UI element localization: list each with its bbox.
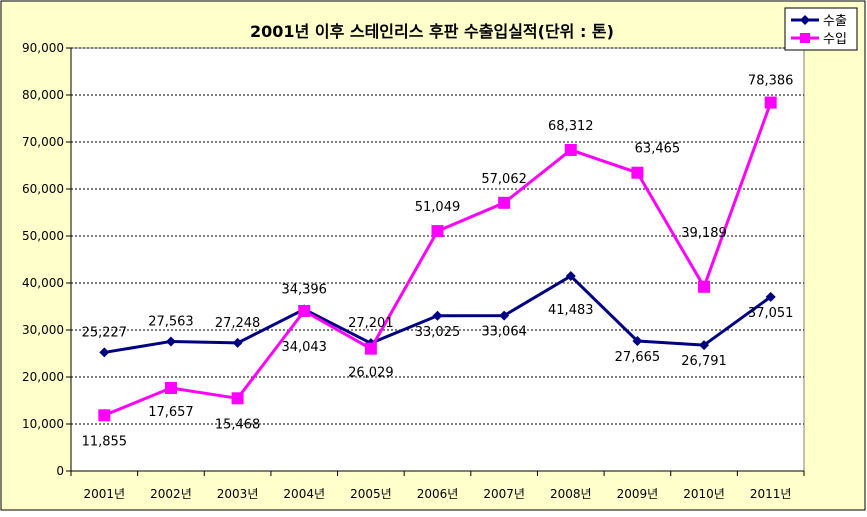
x-tick-label: 2011년 — [750, 487, 792, 501]
y-tick-label: 50,000 — [22, 229, 64, 243]
data-label: 34,043 — [281, 340, 327, 355]
data-point-export — [565, 271, 576, 282]
x-axis: 2001년 2002년 2003년 2004년 2005년 2006년 2007년 2008년… — [70, 470, 805, 501]
chart-title: 2001년 이후 스테인리스 후판 수출입실적(단위 : 톤) — [250, 22, 614, 41]
plot-area — [70, 47, 805, 472]
data-point-export — [632, 335, 643, 346]
y-axis: 0 10,000 20,000 30,000 40,000 50,000 60,000 70,… — [22, 41, 72, 478]
x-tick-label: 2009년 — [617, 487, 659, 501]
data-point-export — [165, 336, 176, 347]
data-point-import — [631, 166, 644, 179]
data-point-import — [298, 304, 311, 317]
data-label: 17,657 — [148, 405, 194, 420]
data-label: 26,029 — [348, 366, 394, 381]
data-labels: 25,227 27,563 27,248 34,396 27,201 33,025 33,0… — [82, 74, 794, 450]
x-tick-label: 2008년 — [550, 487, 592, 501]
data-label: 26,791 — [681, 354, 727, 369]
x-tick-label: 2003년 — [217, 487, 259, 501]
y-tick-label: 40,000 — [22, 276, 64, 290]
data-label: 78,386 — [748, 74, 794, 89]
data-label: 27,248 — [215, 316, 261, 331]
data-label: 51,049 — [415, 200, 461, 215]
x-tick-label: 2002년 — [150, 487, 192, 501]
y-tick-label: 0 — [56, 464, 64, 478]
data-point-import — [564, 143, 577, 156]
data-point-export — [232, 337, 243, 348]
data-point-import — [164, 382, 177, 395]
y-tick-label: 20,000 — [22, 370, 64, 384]
legend-label: 수출 — [823, 14, 847, 29]
data-point-import — [364, 342, 377, 355]
y-tick-label: 70,000 — [22, 135, 64, 149]
y-tick-label: 30,000 — [22, 323, 64, 337]
data-point-export — [699, 340, 710, 351]
data-label: 57,062 — [481, 172, 527, 187]
data-point-import — [431, 225, 444, 238]
data-point-export — [99, 347, 110, 358]
x-tick-label: 2005년 — [350, 487, 392, 501]
data-point-export — [432, 310, 443, 321]
data-point-export — [499, 310, 510, 321]
data-label: 63,465 — [635, 142, 681, 157]
legend-label: 수입 — [823, 32, 847, 47]
legend-box — [784, 7, 858, 51]
data-label: 25,227 — [82, 325, 128, 340]
data-label: 27,665 — [615, 350, 661, 365]
data-label: 41,483 — [548, 303, 594, 318]
data-label: 27,201 — [348, 316, 394, 331]
data-label: 27,563 — [148, 314, 194, 329]
data-label: 15,468 — [215, 417, 261, 432]
data-label: 37,051 — [748, 306, 794, 321]
series-group — [98, 96, 777, 422]
x-tick-label: 2006년 — [417, 487, 459, 501]
data-label: 33,025 — [415, 325, 461, 340]
data-point-import — [698, 280, 711, 293]
legend-marker-export — [800, 15, 810, 25]
data-label: 11,855 — [82, 434, 128, 449]
data-point-import — [231, 392, 244, 405]
y-tick-label: 80,000 — [22, 88, 64, 102]
data-label: 39,189 — [681, 226, 727, 241]
x-tick-label: 2007년 — [483, 487, 525, 501]
x-tick-label: 2010년 — [683, 487, 725, 501]
y-tick-label: 90,000 — [22, 41, 64, 55]
x-tick-label: 2001년 — [84, 487, 126, 501]
data-point-import — [764, 96, 777, 109]
y-tick-label: 60,000 — [22, 182, 64, 196]
x-tick-label: 2004년 — [283, 487, 325, 501]
data-point-import — [98, 409, 111, 422]
data-label: 68,312 — [548, 119, 594, 134]
data-point-export — [765, 291, 776, 302]
data-label: 34,396 — [281, 282, 327, 297]
y-tick-label: 10,000 — [22, 417, 64, 431]
data-label: 33,064 — [481, 325, 527, 340]
data-point-import — [498, 196, 511, 209]
legend-marker-import — [800, 33, 810, 43]
